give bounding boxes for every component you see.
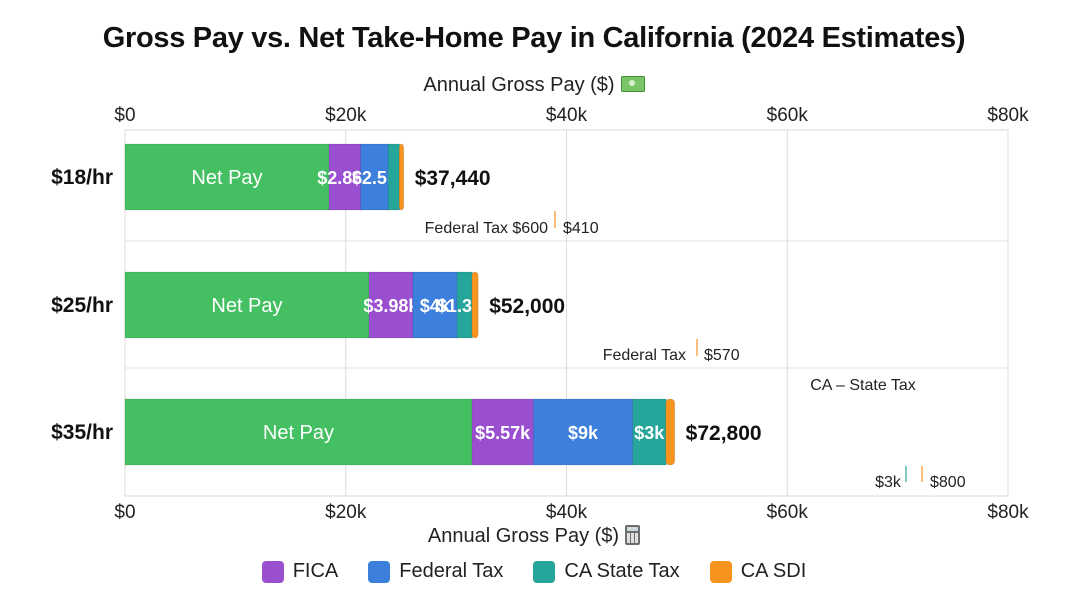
- bar-segment-fica: [328, 143, 362, 211]
- annotation: CA – State Tax: [810, 377, 916, 394]
- bar-segment-net-pay: [124, 398, 473, 466]
- total-label: $52,000: [489, 295, 565, 318]
- bar-segment-label: $5.57k: [475, 423, 531, 443]
- bar-segment-label: $2.86k: [317, 168, 373, 188]
- annotation: Federal Tax $600: [425, 220, 548, 237]
- x-tick-label-bottom: $20k: [325, 502, 367, 523]
- legend-label: Federal Tax: [399, 560, 504, 582]
- category-label: $18/hr: [51, 166, 113, 189]
- calculator-icon: [625, 525, 641, 545]
- bar-segment-label: Net Pay: [263, 422, 334, 444]
- annotation: $410: [563, 220, 599, 237]
- x-tick-label-top: $60k: [767, 105, 809, 126]
- annotation: $570: [704, 347, 740, 364]
- bar-segment-label: $2.5k: [352, 168, 398, 188]
- bar-segment-fica: [471, 398, 535, 466]
- x-tick-label-top: $0: [114, 105, 135, 126]
- bar-segment-net-pay: [124, 271, 370, 339]
- legend-item: CA State Tax: [533, 560, 680, 583]
- annotation: $800: [930, 474, 966, 491]
- annotation: $3k: [875, 474, 902, 491]
- legend-label: FICA: [292, 560, 339, 582]
- x-tick-label-bottom: $40k: [546, 502, 588, 523]
- money-icon: [620, 76, 645, 92]
- x-tick-label-bottom: $60k: [767, 502, 809, 523]
- x-axis-title-top-text: Annual Gross Pay ($): [423, 74, 615, 96]
- legend-item: CA SDI: [709, 560, 807, 583]
- x-axis-title-top: Annual Gross Pay ($): [0, 74, 1068, 97]
- bar-segment-ca-state-tax: [387, 143, 401, 211]
- bar-segment-fica: [368, 271, 414, 339]
- bar-segment-ca-sdi: [471, 271, 479, 339]
- category-label: $35/hr: [51, 421, 113, 444]
- annotation: Federal Tax: [603, 347, 686, 364]
- legend-swatch: [261, 560, 284, 583]
- total-label: $37,440: [415, 167, 491, 190]
- bar-segment-label: Net Pay: [211, 295, 282, 317]
- legend-label: CA State Tax: [564, 560, 680, 582]
- legend-swatch: [368, 560, 391, 583]
- x-tick-label-bottom: $0: [114, 502, 135, 523]
- x-tick-label-bottom: $80k: [987, 502, 1029, 523]
- bar-segment-net-pay: [124, 143, 330, 211]
- total-label: $72,800: [686, 422, 762, 445]
- bar-segment-label: $4k: [420, 296, 451, 316]
- x-tick-label-top: $80k: [987, 105, 1029, 126]
- bar-segment-ca-sdi: [665, 398, 676, 466]
- bar-segment-label: $3k: [634, 423, 665, 443]
- chart-title: Gross Pay vs. Net Take-Home Pay in Calif…: [102, 22, 966, 54]
- x-tick-label-top: $40k: [546, 105, 588, 126]
- legend-label: CA SDI: [740, 560, 807, 582]
- bar-segment-ca-sdi: [398, 143, 405, 211]
- x-axis-title-bottom-text: Annual Gross Pay ($): [427, 525, 620, 547]
- bar-segment-ca-state-tax: [632, 398, 667, 466]
- legend-item: FICA: [261, 560, 339, 583]
- bar-segment-label: $9k: [568, 423, 599, 443]
- x-axis-title-bottom: Annual Gross Pay ($): [0, 525, 1068, 548]
- legend-swatch: [533, 560, 556, 583]
- category-label: $25/hr: [51, 294, 113, 317]
- legend-swatch: [709, 560, 732, 583]
- legend-item: Federal Tax: [368, 560, 503, 583]
- bar-segment-label: $3.98k: [363, 296, 419, 316]
- bar-segment-federal-tax: [532, 398, 634, 466]
- legend: FICA Federal Tax CA State Tax CA SDI: [0, 560, 1068, 583]
- bar-segment-label: $1.35k: [437, 296, 493, 316]
- bar-segment-label: Net Pay: [191, 167, 262, 189]
- x-tick-label-top: $20k: [325, 105, 367, 126]
